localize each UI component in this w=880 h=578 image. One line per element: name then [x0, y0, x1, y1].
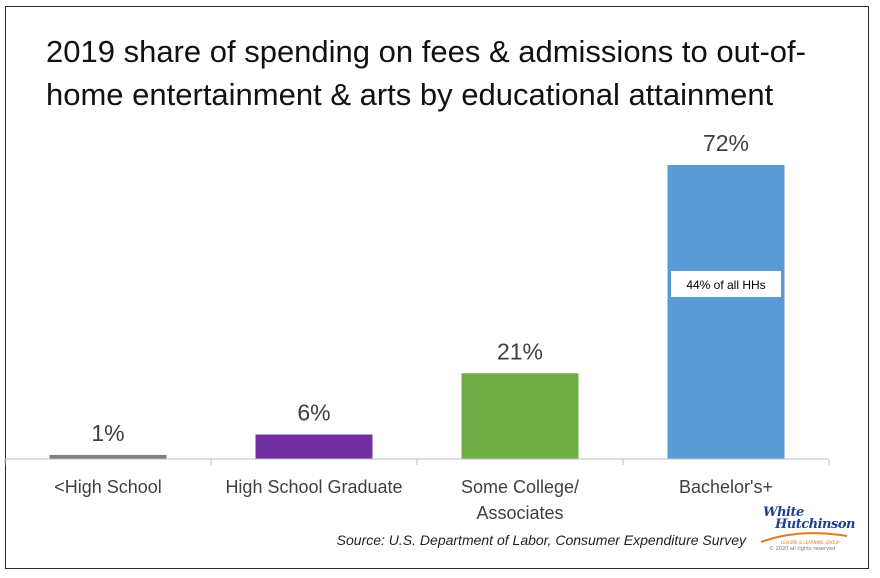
value-label: 21% — [497, 338, 543, 364]
x-axis-ticks — [4, 459, 830, 465]
logo-fine-print: © 2020 all rights reserved — [769, 546, 836, 552]
value-label: 6% — [297, 400, 330, 426]
category-label: Bachelor's+ — [679, 477, 773, 497]
category-label: High School Graduate — [225, 477, 402, 497]
logo-line-2: Hutchinson — [775, 517, 855, 532]
value-labels: 1% 6% 21% 72% — [91, 130, 749, 446]
category-label: Some College/ — [461, 477, 579, 497]
logo-line-1: White — [763, 505, 804, 520]
logo-tagline: LEISURE & LEARNING GROUP — [781, 540, 840, 545]
category-label: Associates — [476, 503, 563, 523]
bar — [49, 454, 167, 459]
bar — [461, 373, 579, 459]
logo-swoosh-icon: LEISURE & LEARNING GROUP — [760, 532, 848, 545]
value-label: 1% — [91, 420, 124, 446]
category-label: <High School — [54, 477, 162, 497]
value-label: 72% — [703, 130, 749, 156]
annotation-box — [671, 271, 781, 297]
source-note: Source: U.S. Department of Labor, Consum… — [336, 532, 746, 548]
white-hutchinson-logo: White Hutchinson LEISURE & LEARNING GROU… — [753, 500, 855, 560]
bar — [667, 165, 785, 459]
annotation-layer: 44% of all HHs — [671, 271, 781, 297]
bar — [255, 434, 373, 459]
annotation-text: 44% of all HHs — [686, 278, 765, 292]
category-labels: <High School High School Graduate Some Col… — [54, 477, 773, 523]
chart-title: 2019 share of spending on fees & admissi… — [46, 34, 806, 112]
bars-layer — [49, 165, 785, 459]
